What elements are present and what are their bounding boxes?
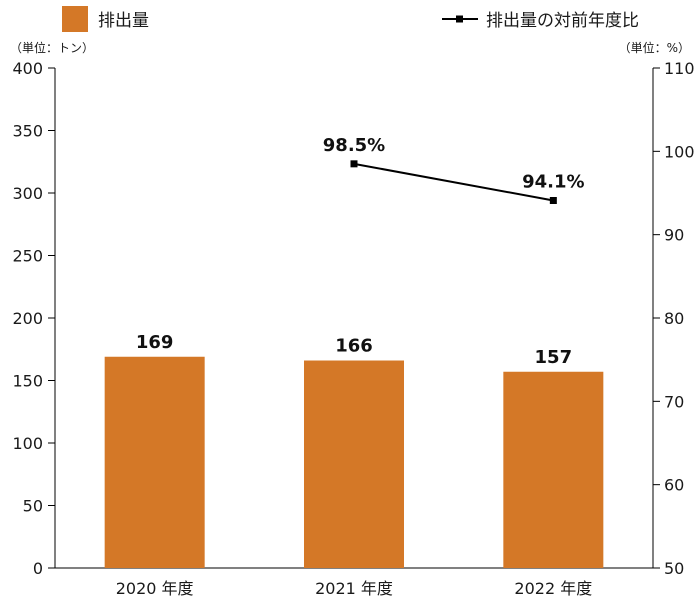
left-axis-unit: （単位：トン） [10,40,94,55]
bar-value-label: 169 [136,332,174,353]
left-tick-label: 150 [12,372,43,391]
bar [304,360,404,568]
right-tick-label: 110 [664,59,695,78]
right-tick-label: 100 [664,142,695,161]
category-labels: 2020 年度 2021 年度 2022 年度 [116,579,592,598]
ratio-line-series: 98.5% 94.1% [323,135,585,204]
left-tick-label: 100 [12,434,43,453]
category-label: 2020 年度 [116,579,194,598]
bar-value-label: 166 [335,336,373,357]
ratio-point [549,197,557,204]
right-tick-label: 50 [664,559,684,578]
bar-value-label: 157 [535,347,573,368]
bar-series: 169 166 157 [104,332,604,568]
right-tick-label: 70 [664,392,684,411]
left-tick-label: 350 [12,122,43,141]
left-tick-label: 300 [12,184,43,203]
right-tick-label: 90 [664,226,684,245]
right-axis-ticks: 50 60 70 80 90 100 110 [653,59,695,578]
bar [104,356,205,568]
right-tick-label: 60 [664,476,684,495]
right-tick-label: 80 [664,309,684,328]
legend-line-label: 排出量の対前年度比 [486,11,639,31]
legend-line-marker [456,15,463,23]
left-tick-label: 0 [33,559,43,578]
ratio-value-label: 94.1% [522,172,584,193]
ratio-line [353,162,554,202]
left-axis-ticks: 0 50 100 150 200 250 300 350 400 [12,59,55,578]
ratio-point [350,160,358,168]
ratio-value-label: 98.5% [323,135,385,156]
left-tick-label: 400 [12,59,43,78]
category-label: 2022 年度 [514,579,592,598]
left-tick-label: 50 [23,497,43,516]
legend-bar-label: 排出量 [98,11,149,31]
left-tick-label: 200 [12,309,43,328]
left-tick-label: 250 [12,247,43,266]
legend-bar-swatch [62,6,88,32]
bar [503,371,604,568]
legend: 排出量 排出量の対前年度比 [62,6,639,32]
right-axis-unit: （単位：%） [619,40,690,55]
category-label: 2021 年度 [315,579,393,598]
